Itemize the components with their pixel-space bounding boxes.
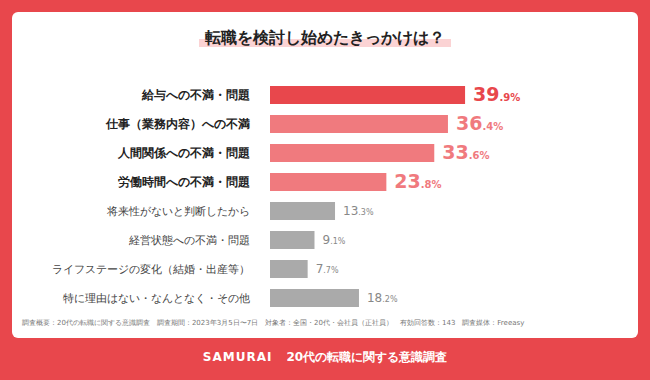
svg-text:仕事（業務内容）への不満: 仕事（業務内容）への不満	[105, 117, 250, 131]
svg-text:7.7%: 7.7%	[316, 262, 339, 276]
svg-text:特に理由はない・なんとなく・その他: 特に理由はない・なんとなく・その他	[63, 292, 250, 304]
html-text:20代の転職に関する意識調査: 20代の転職に関する意識調査	[286, 350, 448, 364]
svg-text:経営状態への不満・問題: 経営状態への不満・問題	[128, 234, 250, 246]
svg-text:給与への不満・問題: 給与への不満・問題	[141, 88, 250, 102]
svg-text:将来性がないと判断したから: 将来性がないと判断したから	[106, 205, 250, 217]
svg-text:18.2%: 18.2%	[367, 291, 398, 305]
svg-text:39.9%: 39.9%	[473, 83, 520, 105]
svg-text:13.3%: 13.3%	[343, 204, 374, 218]
svg-text:33.6%: 33.6%	[442, 141, 489, 163]
svg-text:36.4%: 36.4%	[456, 112, 503, 134]
html-text:転職を検討し始めたきっかけは？: 転職を検討し始めたきっかけは？	[205, 28, 445, 47]
html-text:調査概要：20代の転職に関する意識調査 調査期間：2023年: 調査概要：20代の転職に関する意識調査 調査期間：2023年3月5日〜7日 対象…	[22, 319, 525, 327]
html-text:SAMURAI: SAMURAI	[202, 350, 273, 364]
svg-text:労働時間への不満・問題: 労働時間への不満・問題	[118, 175, 250, 189]
svg-text:人間関係への不満・問題: 人間関係への不満・問題	[117, 146, 250, 160]
svg-text:23.8%: 23.8%	[394, 170, 441, 192]
svg-text:9.1%: 9.1%	[322, 233, 345, 247]
svg-text:ライフステージの変化（結婚・出産等）: ライフステージの変化（結婚・出産等）	[52, 263, 250, 275]
